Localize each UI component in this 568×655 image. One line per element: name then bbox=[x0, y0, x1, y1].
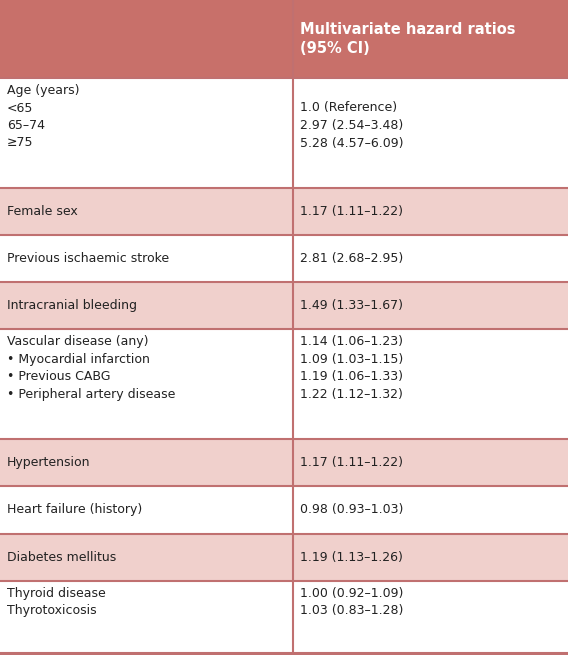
Text: Intracranial bleeding: Intracranial bleeding bbox=[7, 299, 137, 312]
Text: 1.00 (0.92–1.09)
1.03 (0.83–1.28): 1.00 (0.92–1.09) 1.03 (0.83–1.28) bbox=[299, 587, 403, 617]
Text: 1.0 (Reference)
2.97 (2.54–3.48)
5.28 (4.57–6.09): 1.0 (Reference) 2.97 (2.54–3.48) 5.28 (4… bbox=[299, 84, 403, 149]
Text: Age (years)
<65
65–74
≥75: Age (years) <65 65–74 ≥75 bbox=[7, 84, 80, 149]
Bar bbox=[0, 282, 568, 329]
Bar bbox=[0, 235, 568, 282]
Bar bbox=[0, 581, 568, 653]
Text: Thyroid disease
Thyrotoxicosis: Thyroid disease Thyrotoxicosis bbox=[7, 587, 106, 617]
Bar bbox=[0, 486, 568, 534]
Bar bbox=[0, 329, 568, 439]
Bar bbox=[0, 78, 568, 187]
Text: Previous ischaemic stroke: Previous ischaemic stroke bbox=[7, 252, 169, 265]
Bar bbox=[0, 439, 568, 486]
Bar bbox=[0, 0, 568, 78]
Text: 2.81 (2.68–2.95): 2.81 (2.68–2.95) bbox=[299, 252, 403, 265]
Text: 1.19 (1.13–1.26): 1.19 (1.13–1.26) bbox=[299, 551, 402, 564]
Text: 0.98 (0.93–1.03): 0.98 (0.93–1.03) bbox=[299, 504, 403, 516]
Text: Female sex: Female sex bbox=[7, 204, 78, 217]
Bar bbox=[0, 187, 568, 235]
Text: Vascular disease (any)
• Myocardial infarction
• Previous CABG
• Peripheral arte: Vascular disease (any) • Myocardial infa… bbox=[7, 335, 176, 401]
Text: Heart failure (history): Heart failure (history) bbox=[7, 504, 142, 516]
Text: 1.17 (1.11–1.22): 1.17 (1.11–1.22) bbox=[299, 204, 403, 217]
Text: 1.14 (1.06–1.23)
1.09 (1.03–1.15)
1.19 (1.06–1.33)
1.22 (1.12–1.32): 1.14 (1.06–1.23) 1.09 (1.03–1.15) 1.19 (… bbox=[299, 335, 403, 401]
Text: 1.49 (1.33–1.67): 1.49 (1.33–1.67) bbox=[299, 299, 403, 312]
Text: Multivariate hazard ratios
(95% CI): Multivariate hazard ratios (95% CI) bbox=[299, 22, 515, 56]
Text: Hypertension: Hypertension bbox=[7, 456, 90, 469]
Text: Diabetes mellitus: Diabetes mellitus bbox=[7, 551, 116, 564]
Text: 1.17 (1.11–1.22): 1.17 (1.11–1.22) bbox=[299, 456, 403, 469]
Bar bbox=[0, 534, 568, 581]
